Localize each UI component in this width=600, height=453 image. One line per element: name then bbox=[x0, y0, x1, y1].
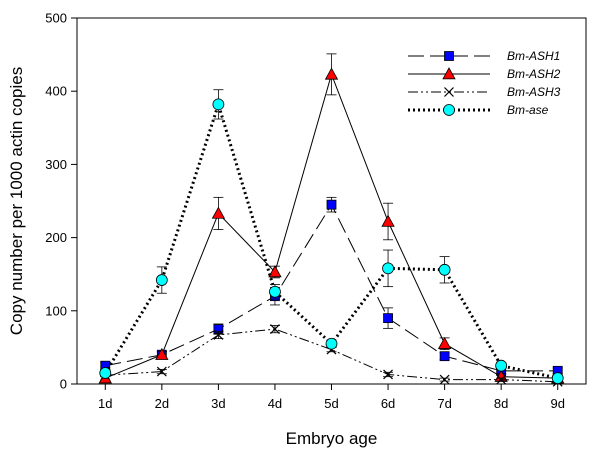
data-point bbox=[551, 372, 564, 385]
data-point bbox=[382, 262, 394, 275]
data-point bbox=[495, 359, 508, 372]
legend-label: Bm-ASH1 bbox=[507, 49, 560, 63]
series-line-bm-ase bbox=[103, 99, 559, 380]
x-tick-label: 9d bbox=[550, 396, 564, 411]
data-point bbox=[439, 374, 450, 385]
series-line-bm-ash3 bbox=[105, 328, 558, 383]
data-point bbox=[383, 313, 393, 324]
data-point bbox=[496, 374, 507, 385]
y-tick-label: 500 bbox=[45, 11, 67, 26]
x-tick-label: 6d bbox=[381, 396, 395, 411]
data-point bbox=[439, 351, 450, 362]
data-point bbox=[268, 265, 282, 278]
data-point bbox=[383, 369, 393, 380]
series-bm-ase bbox=[99, 89, 564, 385]
y-tick-label: 400 bbox=[45, 84, 67, 99]
y-tick-label: 0 bbox=[60, 377, 67, 392]
y-axis-title: Copy number per 1000 actin copies bbox=[7, 67, 26, 335]
legend-entry-bm-ash3: Bm-ASH3 bbox=[408, 85, 561, 99]
data-point bbox=[213, 330, 224, 340]
legend-entry-bm-ase: Bm-ase bbox=[408, 103, 549, 117]
x-tick-label: 1d bbox=[98, 396, 112, 411]
legend-label: Bm-ASH2 bbox=[507, 67, 561, 81]
y-tick-label: 100 bbox=[45, 303, 67, 318]
data-point bbox=[381, 214, 395, 227]
y-tick-label: 300 bbox=[45, 157, 67, 172]
legend-marker bbox=[442, 67, 456, 80]
legend: Bm-ASH1 Bm-ASH2 Bm-ASH3 Bm-ase bbox=[408, 49, 561, 117]
legend-label: Bm-ase bbox=[507, 103, 549, 117]
data-point bbox=[324, 67, 339, 80]
data-point bbox=[270, 324, 280, 335]
x-axis-title: Embryo age bbox=[286, 429, 378, 448]
data-point bbox=[212, 98, 225, 111]
data-point bbox=[99, 367, 112, 379]
data-point bbox=[155, 347, 169, 360]
x-tick-label: 7d bbox=[437, 396, 451, 411]
x-tick-label: 3d bbox=[211, 396, 225, 411]
data-point bbox=[326, 199, 337, 210]
x-tick-label: 5d bbox=[324, 396, 338, 411]
series-line-bm-ash2 bbox=[105, 72, 558, 379]
x-tick-label: 8d bbox=[494, 396, 508, 411]
legend-entry-bm-ash1: Bm-ASH1 bbox=[408, 49, 560, 63]
axes: 0 100 200 300 400 500 1d 2d 3d 4d 5d 6d 7d 8d 9d bbox=[45, 11, 587, 411]
plot-area bbox=[98, 53, 565, 387]
data-point bbox=[156, 366, 167, 377]
series-bm-ash2 bbox=[98, 53, 565, 384]
data-point bbox=[269, 285, 281, 298]
series-bm-ash3 bbox=[100, 324, 563, 387]
legend-marker bbox=[443, 104, 455, 116]
data-point bbox=[438, 263, 451, 276]
legend-entry-bm-ash2: Bm-ASH2 bbox=[408, 67, 561, 81]
data-point bbox=[155, 274, 168, 286]
x-tick-label: 2d bbox=[155, 396, 169, 411]
x-tick-label: 4d bbox=[268, 396, 282, 411]
data-point bbox=[325, 337, 338, 350]
legend-label: Bm-ASH3 bbox=[507, 85, 561, 99]
y-tick-label: 200 bbox=[45, 230, 67, 245]
data-point bbox=[437, 336, 452, 349]
data-point bbox=[211, 206, 226, 219]
legend-marker bbox=[444, 51, 454, 61]
legend-marker bbox=[444, 87, 454, 97]
